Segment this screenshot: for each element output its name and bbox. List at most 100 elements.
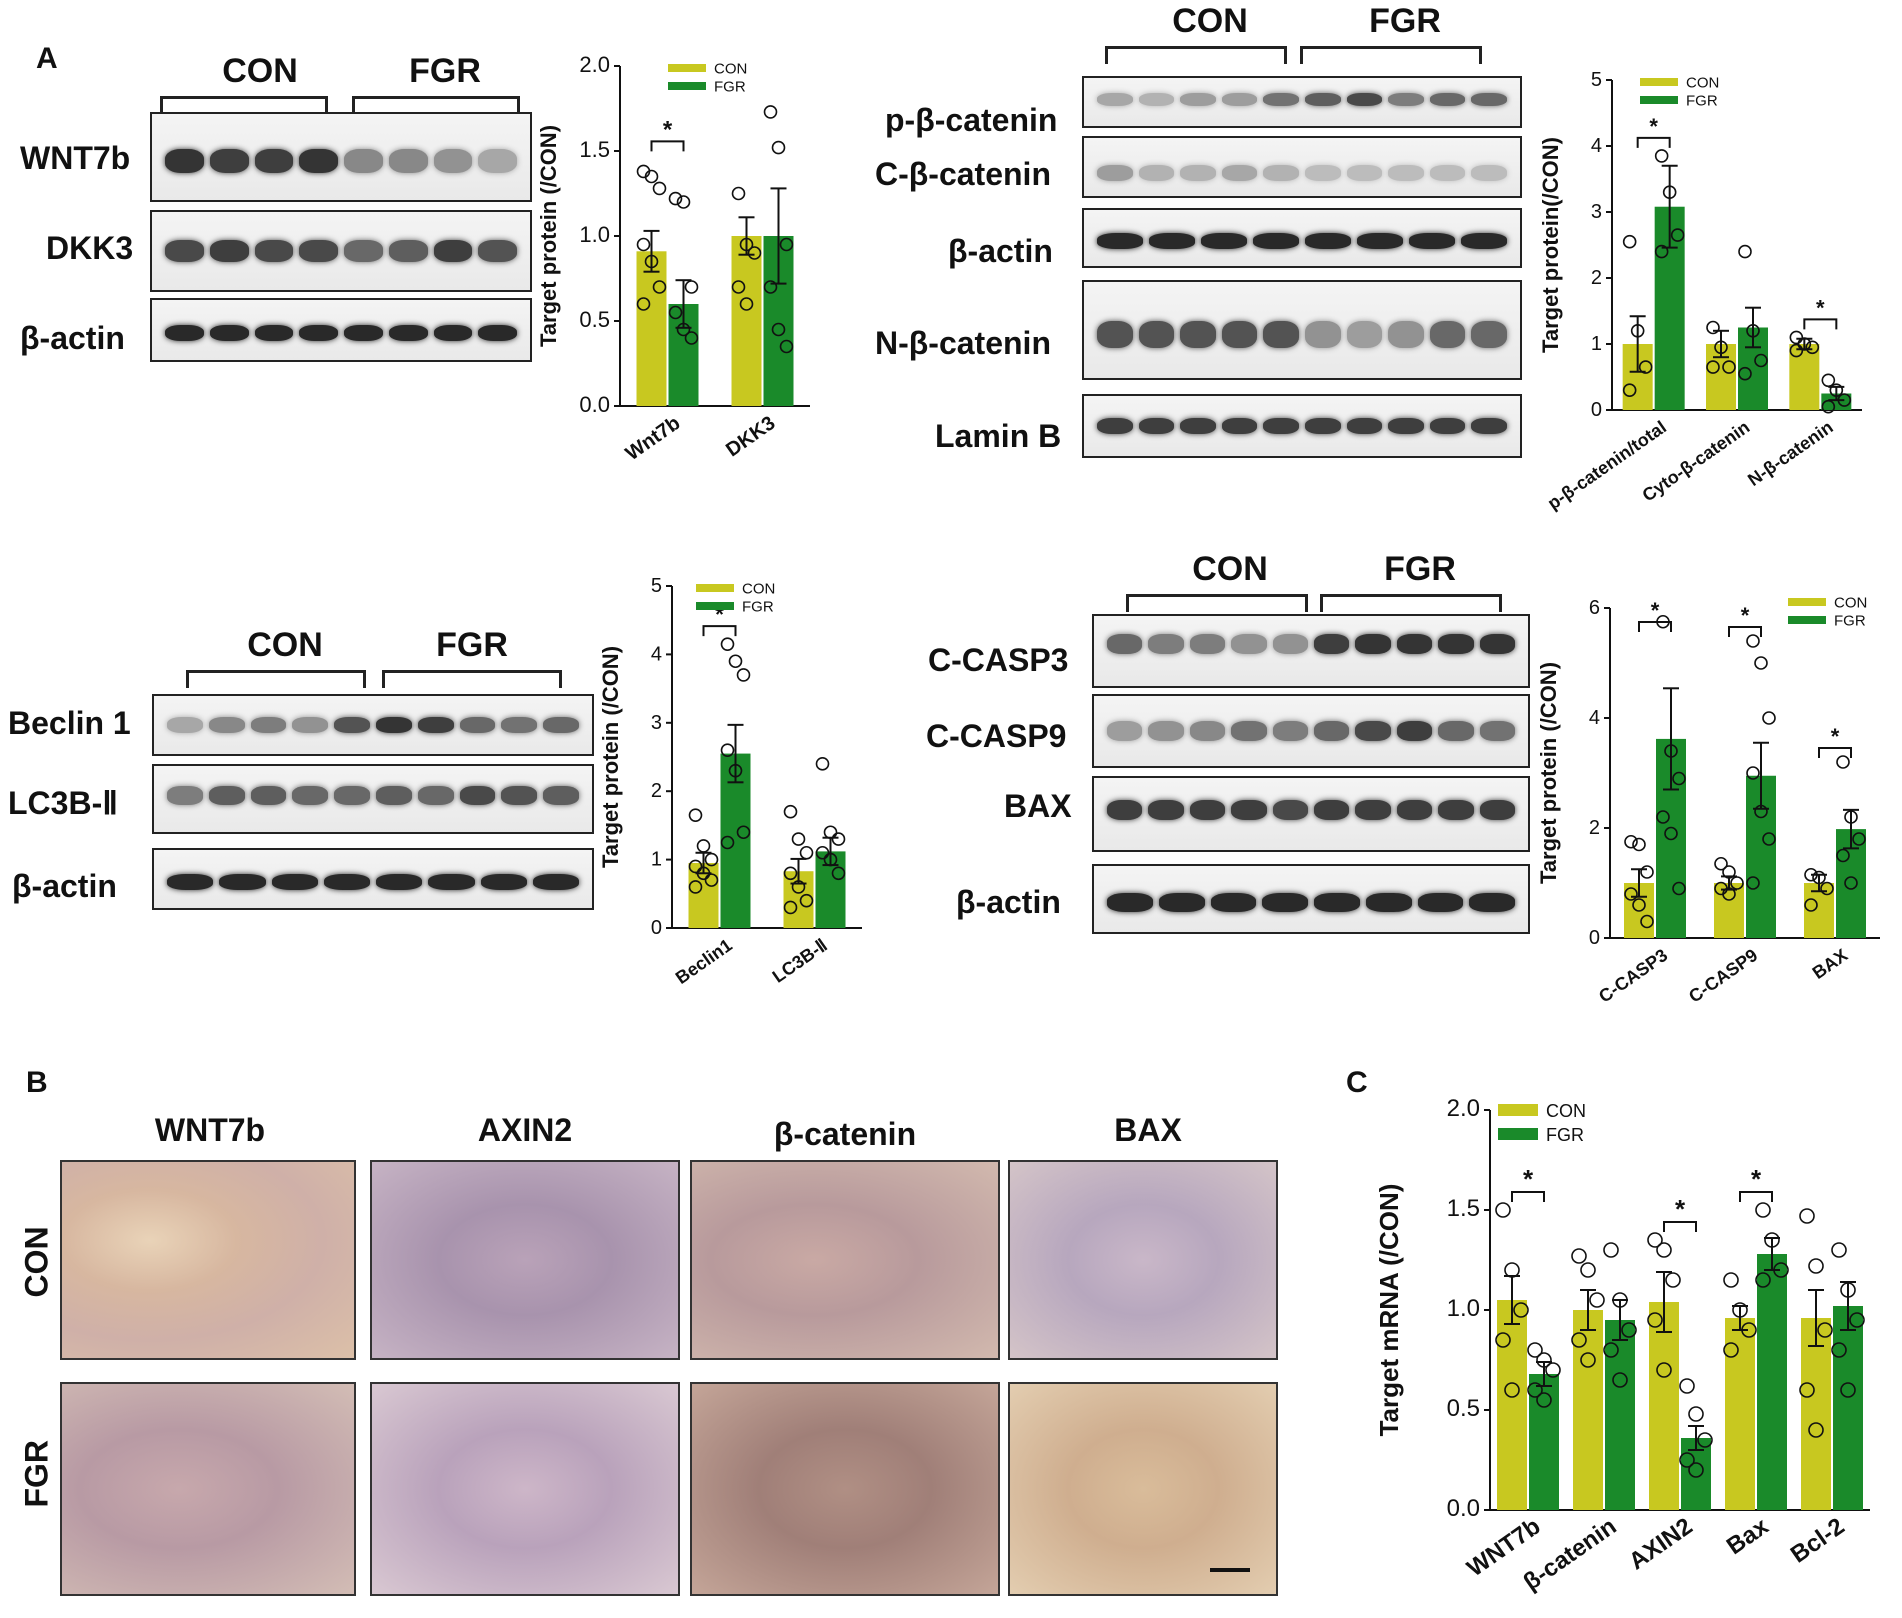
data-point (1812, 870, 1826, 885)
data-point (783, 804, 798, 819)
y-tick-label: 1.5 (579, 137, 610, 162)
legend-label-con: CON (1546, 1101, 1586, 1121)
bar-fgr (1529, 1374, 1559, 1510)
data-point (1799, 1382, 1815, 1398)
blot-n-beta-catenin (1082, 280, 1522, 380)
data-point (831, 866, 846, 881)
bar-con (731, 236, 762, 406)
bar-con (1573, 1310, 1603, 1510)
data-point (1638, 360, 1653, 374)
blot-band (376, 716, 412, 734)
blot-band (1471, 321, 1507, 349)
group-bracket-fgr (1300, 46, 1482, 64)
data-point (1789, 330, 1804, 345)
data-point (644, 254, 659, 269)
blot-band (1107, 634, 1143, 654)
data-point (1679, 1452, 1695, 1468)
y-tick-label: 5 (1591, 69, 1602, 91)
blot-band (334, 786, 370, 805)
category-label: Bcl-2 (1786, 1513, 1850, 1569)
blot-band (1438, 721, 1474, 741)
blot-lamin-b (1082, 394, 1522, 458)
data-point (1804, 867, 1818, 882)
blot-band (1314, 893, 1360, 912)
blot-band (1253, 232, 1299, 249)
data-point (720, 637, 735, 651)
bar-con (636, 251, 667, 406)
blot-band (1097, 164, 1133, 181)
bar-fgr (1833, 1306, 1863, 1510)
data-point (739, 237, 754, 252)
blot-band (1314, 800, 1350, 821)
data-point (815, 845, 830, 860)
ihc-image-fgr-beta-catenin (690, 1382, 1000, 1596)
blot-band (1479, 800, 1515, 821)
data-point (1723, 1272, 1739, 1288)
blot-c-casp9 (1092, 694, 1530, 768)
blot-band (1388, 164, 1424, 181)
blot-band (1180, 92, 1216, 107)
data-point (739, 297, 754, 311)
group-bracket-con (1126, 594, 1308, 612)
data-point (1664, 744, 1678, 758)
category-label: C-CASP9 (1685, 945, 1761, 1007)
blot-band (1189, 800, 1226, 821)
legend-label-con: CON (714, 61, 747, 78)
y-tick-label: 3 (1591, 201, 1602, 223)
data-point (771, 322, 786, 337)
data-point (799, 845, 814, 860)
category-label: N-β-catenin (1744, 417, 1837, 490)
blot-band (299, 324, 338, 342)
blot-p-beta-catenin (1082, 76, 1522, 128)
data-point (1804, 898, 1818, 912)
y-tick-label: 0.5 (1447, 1395, 1480, 1422)
data-point (1738, 244, 1752, 259)
data-point (644, 169, 659, 184)
data-point (1527, 1342, 1543, 1358)
blot-band (165, 240, 204, 262)
blot-band (501, 716, 538, 734)
data-point (704, 852, 719, 867)
blot-band (1438, 634, 1474, 654)
data-point (1621, 1322, 1637, 1338)
data-point (815, 757, 830, 771)
blot-band (1429, 417, 1466, 435)
group-bracket-con (186, 670, 366, 688)
blot-band (1138, 92, 1175, 107)
blot-band (1272, 634, 1308, 654)
y-axis-label: Target protein(/CON) (1540, 137, 1563, 353)
data-point (1836, 848, 1850, 863)
significance-star: * (1831, 724, 1840, 749)
blot-band (1471, 164, 1507, 181)
data-point (783, 866, 798, 881)
group-label-fgr: FGR (1369, 2, 1441, 40)
group-label-con: CON (247, 626, 323, 664)
blot-band (433, 240, 473, 262)
blot-band (1429, 321, 1466, 349)
blot-band (1138, 164, 1175, 181)
blot-band (1346, 321, 1383, 349)
data-point (1612, 1372, 1628, 1388)
significance-star: * (1751, 1164, 1762, 1194)
group-bracket-con (1105, 46, 1287, 64)
blot-band (323, 873, 370, 890)
blot-band (459, 786, 496, 805)
y-tick-label: 1.0 (579, 222, 610, 247)
data-point (1664, 826, 1678, 841)
significance-bracket (1818, 747, 1852, 758)
data-point (736, 668, 751, 682)
legend-label-fgr: FGR (1834, 613, 1866, 630)
data-point (1624, 834, 1638, 849)
data-point (1632, 837, 1646, 852)
significance-bracket (1636, 136, 1671, 148)
data-point (1754, 804, 1768, 819)
blot-beta-actin (1082, 208, 1522, 268)
blot-band (1148, 634, 1184, 654)
data-point (1821, 373, 1836, 388)
data-point (1670, 228, 1685, 242)
data-point (1697, 1432, 1713, 1448)
category-label: Bax (1722, 1512, 1774, 1560)
blot-band (1471, 92, 1507, 107)
blot-label-beta-actin: β-actin (20, 320, 125, 356)
data-point (696, 866, 711, 881)
